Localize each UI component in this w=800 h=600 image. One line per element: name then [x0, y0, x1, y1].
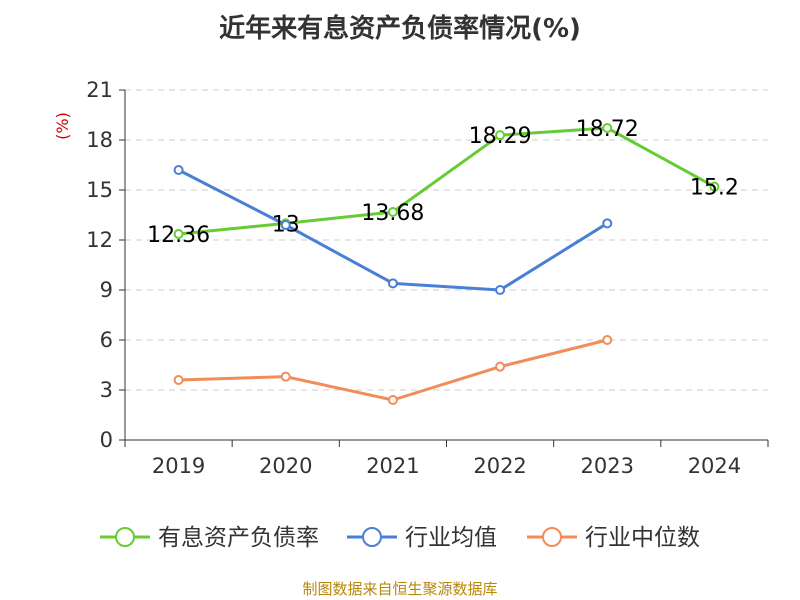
data-point: [387, 278, 398, 289]
data-label: 13: [272, 212, 300, 237]
data-label: 18.72: [576, 117, 639, 142]
data-point: [495, 285, 506, 295]
data-point: [602, 218, 613, 229]
y-tick-label: 15: [86, 178, 113, 202]
data-point: [495, 361, 506, 372]
axes: [119, 89, 769, 447]
y-tick-label: 0: [100, 428, 113, 452]
y-tick-label: 18: [86, 128, 113, 152]
y-tick-label: 3: [100, 378, 113, 402]
x-tick-label: 2021: [366, 454, 419, 478]
y-tick-label: 12: [86, 228, 113, 252]
x-tick-label: 2024: [688, 454, 741, 478]
y-tick-label: 21: [86, 78, 113, 102]
legend-label: 行业均值: [405, 525, 497, 551]
x-tick-label: 2022: [473, 454, 526, 478]
data-label: 18.29: [469, 124, 532, 149]
data-point: [709, 181, 720, 192]
data-point: [280, 371, 291, 382]
data-point: [495, 130, 506, 141]
legend-label: 有息资产负债率: [158, 525, 319, 551]
data-point: [602, 123, 613, 133]
data-point: [387, 207, 398, 217]
data-label: 13.68: [361, 201, 424, 226]
legend-label: 行业中位数: [585, 525, 700, 551]
data-point: [387, 395, 398, 405]
x-tick-label: 2020: [259, 454, 312, 478]
x-tick-label: 2019: [152, 454, 205, 478]
series-lines: [173, 123, 720, 405]
data-label: 15.2: [690, 176, 739, 201]
legend-marker: [362, 527, 382, 547]
chart-title: 近年来有息资产负债率情况(%): [219, 14, 581, 44]
data-point: [280, 220, 291, 230]
data-point: [173, 165, 184, 175]
legend-marker: [115, 527, 135, 547]
source-note: 制图数据来自恒生聚源数据库: [302, 580, 498, 598]
grid-lines: [125, 89, 768, 391]
x-tick-labels: 2019 2020 2021 2022 2023 2024: [152, 454, 741, 478]
data-labels: 12.36 13 13.68 18.29 18.72 15.2: [147, 117, 739, 248]
data-label: 12.36: [147, 223, 210, 248]
y-tick-labels: 0 3 6 9 12 15 18 21: [86, 78, 113, 452]
data-point: [173, 375, 184, 385]
legend-marker: [542, 527, 562, 547]
legend: 有息资产负债率 行业均值 行业中位数: [100, 525, 700, 551]
y-tick-label: 9: [100, 278, 113, 302]
x-tick-label: 2023: [581, 454, 634, 478]
series-line-1: [177, 168, 609, 292]
y-axis-label: (%): [53, 112, 72, 140]
data-point: [602, 335, 613, 345]
data-point: [173, 229, 184, 239]
series-line-2: [178, 338, 608, 402]
y-tick-label: 6: [100, 328, 113, 352]
series-line-0: [178, 126, 716, 236]
